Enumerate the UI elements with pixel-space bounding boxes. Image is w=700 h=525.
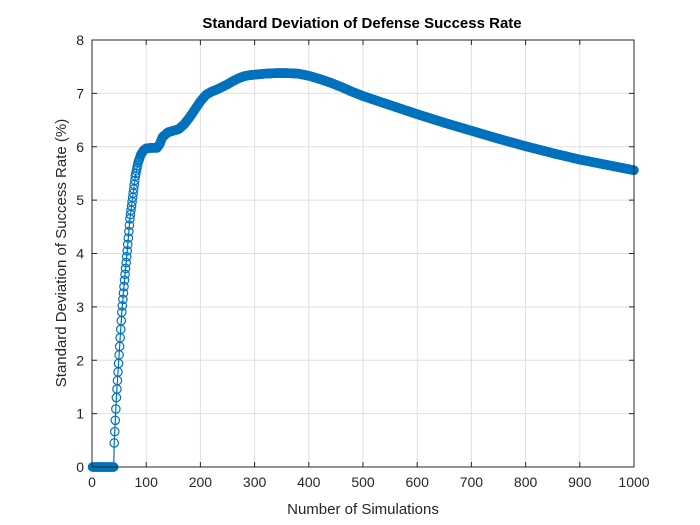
data-point [120,269,130,280]
y-tick-label: 2 [76,352,84,368]
data-point [118,288,129,298]
data-point [124,220,135,231]
data-point [117,307,127,318]
data-point [119,275,130,285]
data-point [121,257,131,268]
x-tick-label: 200 [189,474,213,490]
data-point [118,294,128,305]
x-tick-label: 900 [568,474,592,490]
x-tick-label: 100 [135,474,159,490]
x-tick-label: 400 [297,474,321,490]
y-tick-label: 5 [76,192,84,208]
chart-title: Standard Deviation of Defense Success Ra… [202,15,521,32]
data-point [109,438,120,448]
x-tick-label: 0 [88,474,96,490]
x-tick-label: 800 [514,474,538,490]
data-point [121,251,132,262]
data-point [117,301,128,311]
data-point [130,175,140,186]
x-tick-label: 300 [243,474,267,490]
y-axis-label: Standard Deviation of Success Rate (%) [53,119,70,387]
data-point [120,263,131,274]
series-layer [87,68,639,472]
x-tick-label: 500 [351,474,375,490]
data-point [119,281,129,292]
y-tick-label: 1 [76,406,84,422]
y-tick-label: 8 [76,32,84,48]
y-tick-label: 4 [76,246,84,262]
data-point [111,404,121,414]
axis-ticks: 0 100 200 300 400 500 600 700 800 900 1000 0 1 2 3 4 5 6 7… [76,32,650,490]
y-tick-label: 0 [76,459,84,475]
data-point [110,415,121,426]
data-point [124,226,134,237]
x-tick-label: 700 [460,474,484,490]
x-tick-label: 600 [406,474,430,490]
data-point [109,426,120,437]
data-point [122,239,133,250]
y-tick-label: 7 [76,85,84,101]
y-tick-label: 3 [76,299,84,315]
grid-lines [91,39,635,468]
data-point [122,246,133,256]
x-axis-label: Number of Simulations [287,501,439,518]
y-tick-label: 6 [76,139,84,155]
data-point [123,233,134,243]
x-tick-label: 1000 [618,474,649,490]
